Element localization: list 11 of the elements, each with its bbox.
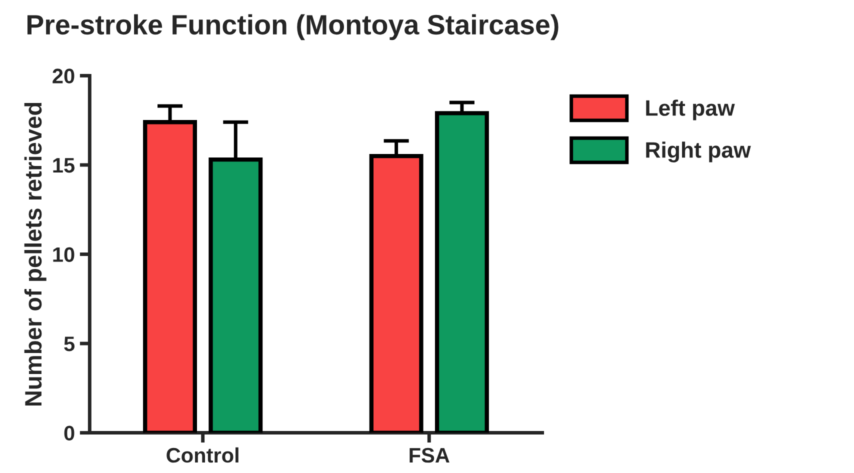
legend-label: Right paw bbox=[646, 142, 751, 162]
y-tick-label: 15 bbox=[53, 158, 75, 173]
y-axis-title: Number of pellets retrieved bbox=[24, 102, 46, 406]
y-tick-label: 5 bbox=[64, 336, 75, 352]
x-tick-label: FSA bbox=[410, 448, 450, 463]
y-tick-label: 20 bbox=[52, 68, 74, 84]
y-tick-label: 0 bbox=[64, 426, 74, 441]
x-tick-label: Control bbox=[166, 447, 238, 463]
legend-label: Left paw bbox=[646, 100, 735, 120]
chart-title: Pre-stroke Function (Montoya Staircase) bbox=[27, 14, 558, 40]
y-tick-label: 10 bbox=[53, 247, 74, 262]
